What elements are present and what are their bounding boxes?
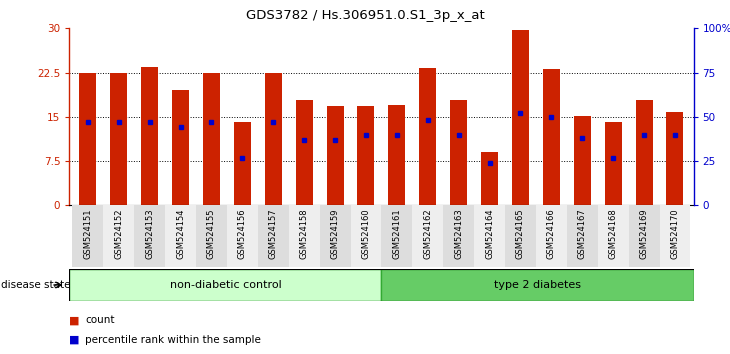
Bar <box>512 30 529 205</box>
Text: GSM524159: GSM524159 <box>331 209 339 259</box>
Bar <box>536 205 566 267</box>
Text: GSM524160: GSM524160 <box>361 209 371 259</box>
Bar <box>203 73 220 205</box>
Text: GSM524161: GSM524161 <box>392 209 402 259</box>
Text: GSM524157: GSM524157 <box>269 209 278 259</box>
Text: GSM524162: GSM524162 <box>423 209 432 259</box>
Bar <box>450 100 467 205</box>
Bar <box>358 106 374 205</box>
Bar <box>659 205 691 267</box>
Bar <box>666 112 683 205</box>
Text: GSM524163: GSM524163 <box>454 209 463 259</box>
Text: non-diabetic control: non-diabetic control <box>169 280 281 290</box>
Bar <box>604 121 622 205</box>
Bar <box>412 205 443 267</box>
Bar <box>165 205 196 267</box>
Bar <box>505 205 536 267</box>
Text: ■: ■ <box>69 335 80 345</box>
Bar <box>381 205 412 267</box>
Bar <box>141 67 158 205</box>
Bar <box>110 73 127 205</box>
Bar <box>104 205 134 267</box>
Bar <box>350 205 381 267</box>
Bar <box>543 69 560 205</box>
Bar <box>72 205 104 267</box>
Text: GSM524154: GSM524154 <box>176 209 185 259</box>
Bar <box>419 68 437 205</box>
Bar <box>326 106 344 205</box>
Bar <box>481 152 498 205</box>
Bar <box>629 205 659 267</box>
Bar <box>258 205 289 267</box>
Bar <box>320 205 350 267</box>
Text: GDS3782 / Hs.306951.0.S1_3p_x_at: GDS3782 / Hs.306951.0.S1_3p_x_at <box>245 9 485 22</box>
Text: GSM524152: GSM524152 <box>115 209 123 259</box>
Text: GSM524169: GSM524169 <box>639 209 648 259</box>
Bar <box>574 116 591 205</box>
Text: GSM524166: GSM524166 <box>547 209 556 259</box>
Bar <box>636 100 653 205</box>
Text: GSM524170: GSM524170 <box>670 209 680 259</box>
Text: GSM524164: GSM524164 <box>485 209 494 259</box>
Text: GSM524168: GSM524168 <box>609 209 618 259</box>
Text: GSM524156: GSM524156 <box>238 209 247 259</box>
Text: ■: ■ <box>69 315 80 325</box>
Bar <box>296 100 312 205</box>
Bar <box>80 73 96 205</box>
Text: GSM524151: GSM524151 <box>83 209 93 259</box>
Bar <box>134 205 165 267</box>
Bar <box>196 205 227 267</box>
Bar <box>388 105 405 205</box>
Text: disease state: disease state <box>1 280 71 290</box>
Text: count: count <box>85 315 115 325</box>
Bar <box>474 205 505 267</box>
Text: GSM524167: GSM524167 <box>577 209 587 259</box>
Bar <box>443 205 474 267</box>
Bar <box>289 205 320 267</box>
Text: type 2 diabetes: type 2 diabetes <box>494 280 581 290</box>
Bar <box>566 205 598 267</box>
Text: GSM524158: GSM524158 <box>300 209 309 259</box>
Text: GSM524165: GSM524165 <box>516 209 525 259</box>
Bar <box>381 269 694 301</box>
Bar <box>69 269 381 301</box>
Bar <box>234 121 251 205</box>
Text: GSM524153: GSM524153 <box>145 209 154 259</box>
Text: percentile rank within the sample: percentile rank within the sample <box>85 335 261 345</box>
Text: GSM524155: GSM524155 <box>207 209 216 259</box>
Bar <box>227 205 258 267</box>
Bar <box>172 90 189 205</box>
Bar <box>598 205 629 267</box>
Bar <box>265 73 282 205</box>
